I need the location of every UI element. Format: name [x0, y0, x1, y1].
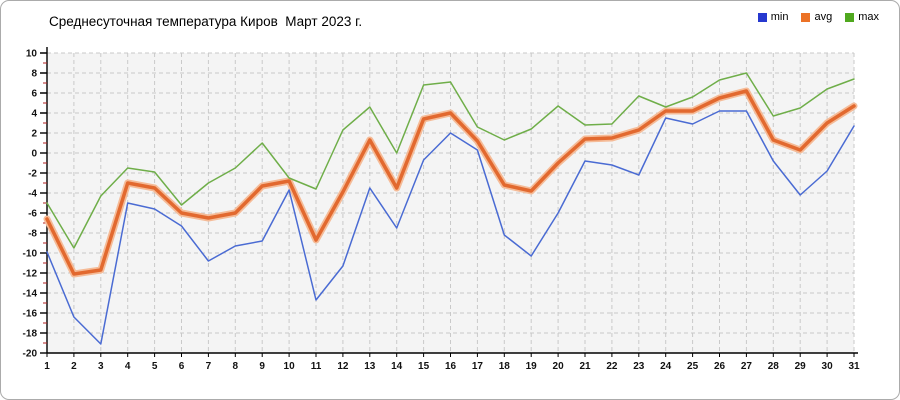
x-tick-label: 16 [445, 361, 457, 372]
y-tick-label: -16 [23, 309, 38, 320]
y-tick-label: -20 [23, 349, 38, 360]
y-tick-label: 8 [31, 69, 37, 80]
legend-item-max: max [845, 11, 879, 23]
legend-label-avg: avg [814, 11, 833, 23]
series-max [46, 72, 855, 249]
x-tick-label: 31 [848, 361, 860, 372]
legend-label-max: max [858, 11, 879, 23]
chart-title: Среднесуточная температура Киров Март 20… [49, 14, 363, 29]
x-tick-label: 9 [259, 361, 265, 372]
x-tick-label: 12 [337, 361, 349, 372]
legend-item-min: min [757, 11, 789, 23]
series-min [46, 110, 855, 345]
y-tick-label: -10 [23, 249, 38, 260]
legend-swatch-min-icon [757, 12, 767, 22]
x-tick-label: 19 [526, 361, 538, 372]
x-tick-label: 30 [822, 361, 834, 372]
y-tick-label: -12 [23, 269, 38, 280]
y-tick-label: -8 [28, 229, 37, 240]
x-tick-label: 27 [741, 361, 753, 372]
x-tick-label: 29 [795, 361, 807, 372]
legend-swatch-max-icon [845, 12, 855, 22]
y-tick-label: 0 [31, 149, 37, 160]
x-tick-label: 3 [98, 361, 104, 372]
x-tick-label: 11 [311, 361, 322, 372]
x-tick-label: 4 [125, 361, 131, 372]
y-tick-label: 6 [31, 89, 37, 100]
x-tick-label: 13 [364, 361, 376, 372]
y-tick-label: -6 [28, 209, 37, 220]
x-tick-label: 24 [660, 361, 672, 372]
x-tick-label: 2 [71, 361, 77, 372]
y-tick-label: 2 [31, 129, 37, 140]
x-tick-label: 17 [472, 361, 484, 372]
x-tick-label: 21 [579, 361, 591, 372]
x-tick-label: 14 [391, 361, 403, 372]
x-tick-label: 26 [714, 361, 726, 372]
chart-legend: min avg max [757, 11, 879, 23]
y-tick-label: -18 [23, 329, 38, 340]
series-avg [45, 89, 856, 276]
x-tick-label: 18 [499, 361, 511, 372]
x-tick-label: 25 [687, 361, 699, 372]
x-tick-label: 8 [233, 361, 239, 372]
x-tick-label: 28 [768, 361, 780, 372]
y-tick-label: -4 [28, 189, 37, 200]
x-tick-label: 22 [606, 361, 618, 372]
x-tick-label: 6 [179, 361, 185, 372]
legend-item-avg: avg [801, 11, 832, 23]
x-tick-label: 5 [152, 361, 158, 372]
y-tick-label: 10 [26, 49, 38, 60]
x-tick-label: 20 [553, 361, 565, 372]
x-tick-label: 1 [44, 361, 50, 372]
y-tick-label: 4 [31, 109, 37, 120]
x-tick-label: 10 [284, 361, 296, 372]
x-tick-label: 15 [418, 361, 430, 372]
y-tick-label: -14 [23, 289, 38, 300]
y-tick-label: -2 [28, 169, 37, 180]
legend-label-min: min [770, 11, 789, 23]
x-tick-label: 23 [633, 361, 645, 372]
x-tick-label: 7 [206, 361, 212, 372]
legend-swatch-avg-icon [801, 12, 811, 22]
